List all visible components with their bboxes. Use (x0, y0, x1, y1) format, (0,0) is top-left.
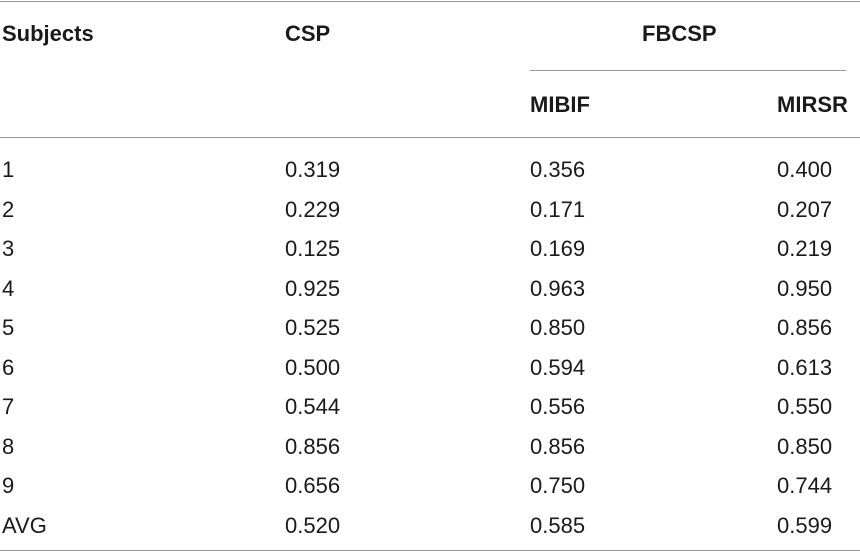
table-bottom-rule (0, 550, 860, 551)
mirsr-cell: 0.219 (777, 236, 833, 261)
subject-cell: 3 (2, 236, 15, 261)
csp-cell: 0.544 (285, 394, 341, 419)
mibif-cell: 0.850 (530, 315, 586, 340)
mirsr-cell: 0.400 (777, 157, 833, 182)
subject-cell: 1 (2, 157, 15, 182)
mirsr-cell: 0.744 (777, 473, 833, 498)
mibif-cell: 0.356 (530, 157, 586, 182)
csp-cell: 0.925 (285, 276, 341, 301)
mibif-cell: 0.585 (530, 513, 586, 538)
subject-cell: 7 (2, 394, 15, 419)
header-mirsr: MIRSR (777, 92, 848, 117)
fbcsp-group-rule (530, 70, 846, 71)
subject-cell: 4 (2, 276, 15, 301)
mibif-cell: 0.856 (530, 434, 586, 459)
mibif-cell: 0.556 (530, 394, 586, 419)
mirsr-cell: 0.856 (777, 315, 833, 340)
mibif-cell: 0.750 (530, 473, 586, 498)
header-fbcsp: FBCSP (642, 21, 717, 46)
mirsr-cell: 0.207 (777, 197, 833, 222)
mirsr-cell: 0.950 (777, 276, 833, 301)
subject-cell: 8 (2, 434, 15, 459)
header-csp: CSP (285, 21, 331, 46)
csp-cell: 0.319 (285, 157, 341, 182)
csp-cell: 0.500 (285, 355, 341, 380)
csp-cell: 0.520 (285, 513, 341, 538)
csp-cell: 0.525 (285, 315, 341, 340)
subject-cell: 2 (2, 197, 15, 222)
mibif-cell: 0.169 (530, 236, 586, 261)
mibif-cell: 0.171 (530, 197, 586, 222)
mirsr-cell: 0.599 (777, 513, 833, 538)
mirsr-cell: 0.550 (777, 394, 833, 419)
subject-cell: 9 (2, 473, 15, 498)
header-mibif: MIBIF (530, 92, 590, 117)
mirsr-cell: 0.613 (777, 355, 833, 380)
subject-cell: AVG (2, 513, 47, 538)
header-subjects: Subjects (2, 21, 94, 46)
subject-cell: 6 (2, 355, 15, 380)
csp-cell: 0.125 (285, 236, 341, 261)
csp-cell: 0.229 (285, 197, 341, 222)
mirsr-cell: 0.850 (777, 434, 833, 459)
csp-cell: 0.856 (285, 434, 341, 459)
table-top-rule (0, 1, 860, 2)
csp-cell: 0.656 (285, 473, 341, 498)
mibif-cell: 0.594 (530, 355, 586, 380)
subject-cell: 5 (2, 315, 15, 340)
mibif-cell: 0.963 (530, 276, 586, 301)
header-bottom-rule (0, 137, 860, 138)
